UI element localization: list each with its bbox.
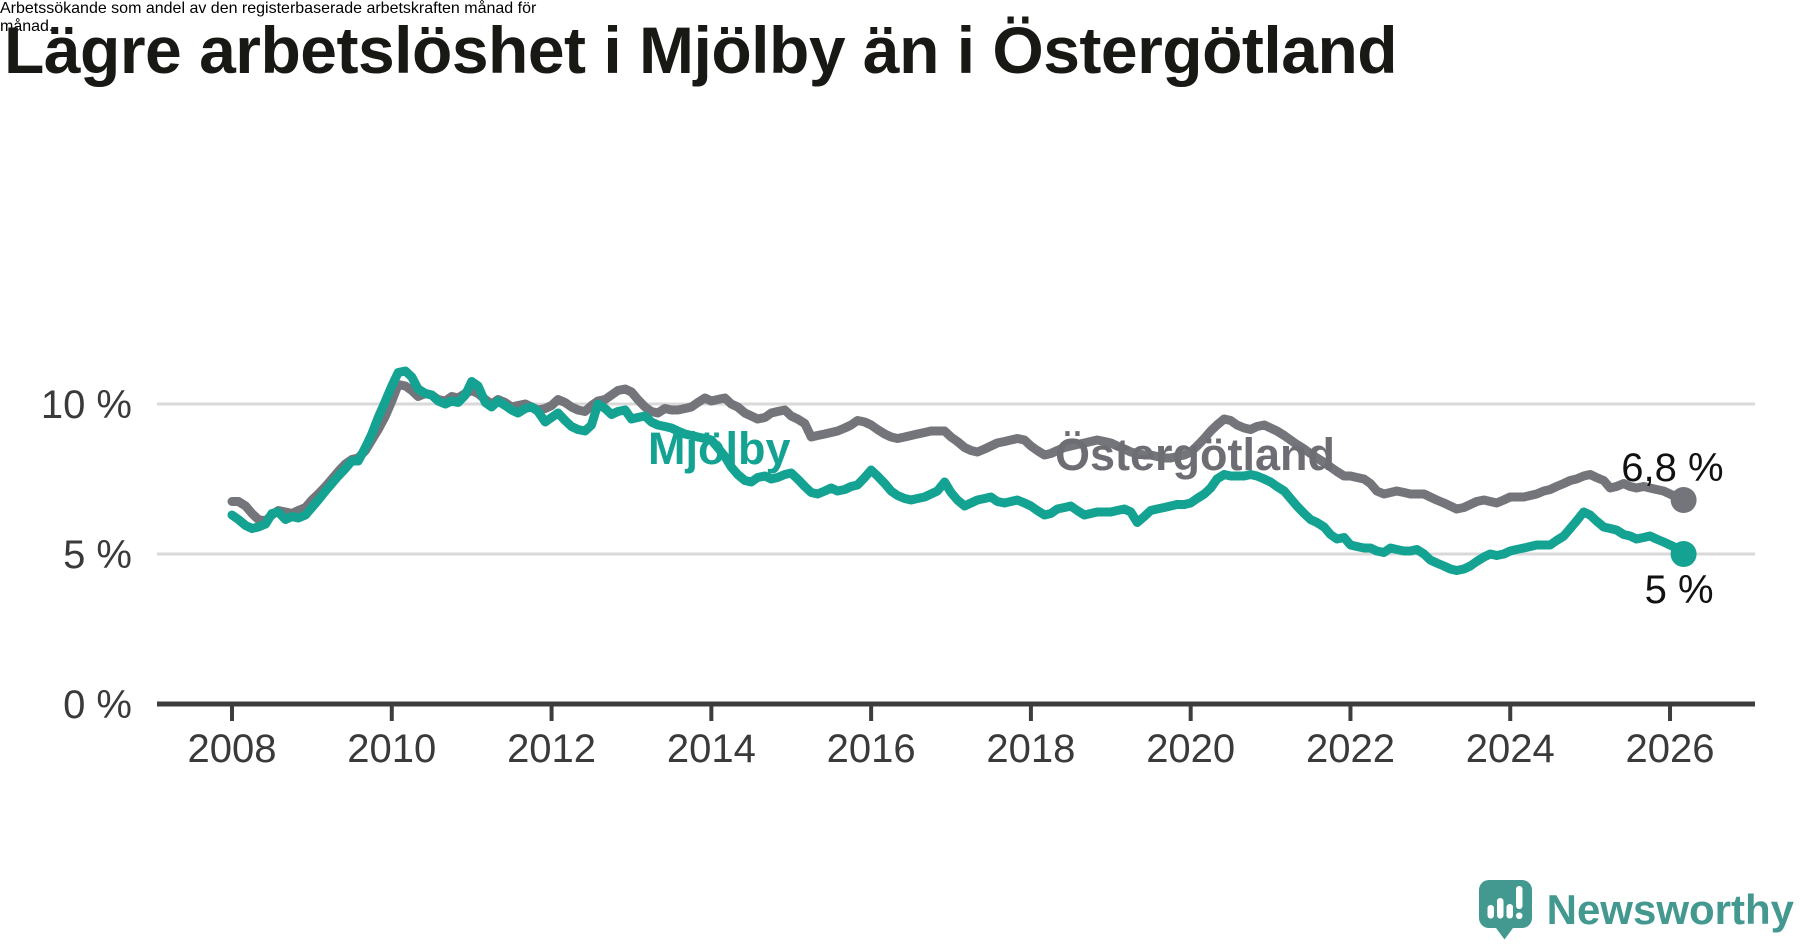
x-axis-label-2020: 2020 [1146, 727, 1235, 771]
x-axis-label-2008: 2008 [188, 727, 277, 771]
x-axis-label-2012: 2012 [507, 727, 596, 771]
series-end-label-mjolby: 5 % [1645, 568, 1714, 612]
x-axis-label-2014: 2014 [667, 727, 756, 771]
series-line-ostergotland [227, 380, 1689, 526]
y-axis-label-0: 0 % [63, 683, 132, 727]
chart-subtitle-line-2: månad. [0, 18, 54, 35]
y-axis-label-5: 5 % [63, 533, 132, 577]
x-axis-label-2022: 2022 [1306, 727, 1395, 771]
newsworthy-logo-icon [1478, 880, 1532, 940]
chart-subtitle-line-1: Arbetssökande som andel av den registerb… [0, 0, 537, 17]
x-axis-label-2026: 2026 [1626, 727, 1715, 771]
logo-bubble-shape [1478, 880, 1532, 940]
newsworthy-logo: Newsworthy [1477, 878, 1794, 942]
logo-bar-chart-glyph [1487, 886, 1523, 919]
series-end-dot-mjolby [1670, 541, 1697, 567]
x-axis-label-2016: 2016 [827, 727, 916, 771]
series-end-dot-ostergotland [1670, 487, 1697, 513]
series-label-ostergotland: Östergötland [1055, 429, 1335, 480]
series-line-mjolby [227, 366, 1689, 575]
y-axis-label-10: 10 % [41, 383, 132, 427]
newsworthy-logo-text: Newsworthy [1546, 886, 1794, 933]
x-axis-label-2018: 2018 [986, 727, 1075, 771]
series-end-label-ostergotland: 6,8 % [1621, 446, 1723, 490]
x-axis-label-2024: 2024 [1466, 727, 1555, 771]
x-axis-label-2010: 2010 [347, 727, 436, 771]
chart-title: Lägre arbetslöshet i Mjölby än i Östergö… [4, 13, 1398, 87]
series-label-mjolby: Mjölby [648, 423, 791, 474]
